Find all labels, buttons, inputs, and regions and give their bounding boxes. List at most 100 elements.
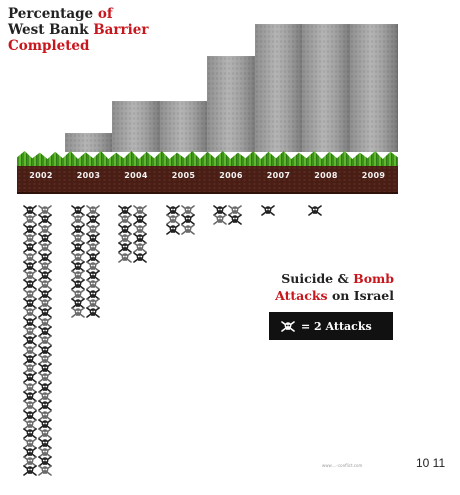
skull-icon [70, 294, 85, 309]
wall-bar-2003 [64, 132, 113, 153]
skull-icon [38, 331, 52, 346]
skull-icon [23, 294, 37, 309]
skull-icon [118, 210, 132, 226]
skull-icon [38, 415, 52, 430]
title-text: West Bank [8, 22, 94, 38]
skull-icon [70, 210, 85, 226]
skull-icon [180, 220, 195, 235]
skull-icon [23, 387, 37, 402]
title-text-red: Barrier [93, 22, 149, 38]
skull-icon [38, 461, 52, 477]
skull-icon [38, 322, 52, 337]
skull-icon [118, 229, 132, 244]
legend-title-text: on Israel [327, 288, 394, 303]
skull-icon [38, 452, 52, 467]
skull-icon [38, 238, 52, 253]
skull-icon [23, 257, 37, 272]
skull-icon [70, 248, 85, 263]
title-text-red: of [97, 6, 113, 22]
skull-icon [70, 229, 85, 244]
skull-icon [23, 396, 37, 412]
wall-bar-2005 [159, 100, 208, 153]
skull-icon [23, 434, 37, 449]
skull-icon [38, 220, 52, 235]
skull-icon [38, 285, 52, 300]
skull-icon [70, 266, 85, 281]
skull-icon [38, 406, 52, 421]
skull-icon [85, 238, 100, 253]
skull-icon [228, 201, 242, 216]
skull-icon [70, 303, 85, 319]
skull-icon [23, 331, 37, 346]
skull-icon [23, 350, 37, 365]
skull-icon [38, 275, 52, 291]
skull-icon [38, 443, 52, 458]
year-label-2009: 2009 [361, 171, 386, 180]
year-label-2005: 2005 [171, 171, 196, 180]
skull-icon [70, 201, 85, 216]
page-numbers: 10 11 [416, 456, 446, 470]
skull-icon [23, 322, 37, 337]
year-label-2008: 2008 [314, 171, 338, 180]
wall-bar-2007 [254, 24, 303, 152]
skull-icon [23, 313, 37, 328]
skull-icon [23, 461, 37, 477]
skull-icon [85, 229, 100, 244]
skull-icon [38, 434, 52, 449]
skull-icon [38, 229, 52, 244]
skull-icon [165, 201, 180, 216]
skull-icon [133, 210, 147, 226]
legend-key-label: = 2 Attacks [301, 319, 372, 333]
skull-icon [38, 396, 52, 412]
skull-icon [118, 238, 132, 253]
skull-icon [133, 238, 147, 253]
skull-icon [38, 313, 52, 328]
skull-icon [85, 201, 100, 216]
skull-icon [23, 359, 37, 374]
skull-icon [38, 341, 52, 356]
skull-icon [38, 359, 52, 374]
skull-icon [23, 248, 37, 263]
skull-icon [23, 378, 37, 393]
skull-icon [38, 424, 52, 439]
skull-icon [38, 266, 52, 281]
skull-icon [133, 229, 147, 244]
skull-icon [213, 201, 227, 216]
year-label-2004: 2004 [124, 171, 148, 180]
skull-icon [23, 201, 37, 216]
skull-icon [165, 220, 180, 235]
source-url: www....-conflict.com [322, 463, 363, 468]
skull-icon [70, 257, 85, 272]
legend-title-text-red: Attacks [275, 288, 328, 303]
skull-icon [70, 285, 85, 300]
skull-icon [23, 275, 37, 291]
skull-icon [85, 275, 100, 291]
skull-icon [85, 294, 100, 309]
skull-icon [38, 378, 52, 393]
chart-title: Percentage of West Bank Barrier Complete… [8, 6, 148, 54]
skull-icon [85, 210, 100, 226]
legend-title-text-red: Bomb [353, 271, 394, 286]
wall-bar-2006 [207, 56, 256, 152]
skull-icon [23, 415, 37, 430]
skull-icon [23, 368, 37, 384]
skull-icon [38, 387, 52, 402]
title-text-red: Completed [8, 38, 90, 54]
skull-icon [165, 210, 180, 226]
skull-icon [260, 201, 275, 216]
skull-icon [133, 220, 147, 235]
skull-icon [23, 443, 37, 458]
year-label-2007: 2007 [266, 171, 291, 180]
skull-icon [38, 368, 52, 384]
skull-icon [23, 341, 37, 356]
skull-icon [38, 350, 52, 365]
skull-crossbones-icon [281, 320, 295, 332]
skull-icon [23, 303, 37, 319]
skull-icon [118, 248, 132, 263]
wall-bar-2008 [302, 24, 351, 152]
legend-key: = 2 Attacks [269, 312, 393, 340]
skull-icon [133, 201, 147, 216]
skull-icon [85, 248, 100, 263]
skull-icon [180, 210, 195, 226]
skull-icon [85, 220, 100, 235]
